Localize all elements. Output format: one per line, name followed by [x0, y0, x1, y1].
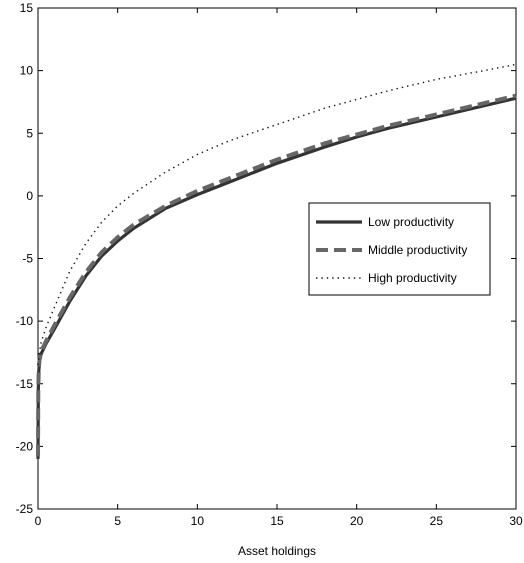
legend-items: Low productivity Middle productivity High …: [316, 215, 467, 285]
y-tick-label: -20: [16, 439, 34, 453]
x-axis-label: Asset holdings: [238, 544, 316, 558]
legend: Low productivity Middle productivity High …: [308, 202, 491, 296]
x-tick-label: 10: [191, 514, 205, 528]
series-line-middle-productivity: [36, 93, 517, 457]
legend-label: Middle productivity: [368, 243, 467, 257]
x-tick-label: 15: [270, 514, 284, 528]
y-tick-label: 0: [26, 189, 33, 203]
ticks: 0 5 10 15 20 25 30 -25 -20 -15 -10 -5 0 5 10 15: [16, 1, 523, 528]
y-tick-label: -15: [16, 377, 34, 391]
x-tick-label: 5: [114, 514, 121, 528]
x-tick-label: 20: [350, 514, 364, 528]
series-layer: [36, 63, 517, 459]
y-tick-label: 15: [20, 1, 34, 15]
y-tick-label: 5: [26, 126, 33, 140]
x-tick-label: 30: [509, 514, 523, 528]
x-tick-label: 25: [430, 514, 444, 528]
y-tick-label: -10: [16, 314, 34, 328]
x-tick-label: 0: [35, 514, 42, 528]
legend-label: High productivity: [368, 271, 457, 285]
y-tick-label: -25: [16, 502, 34, 516]
legend-label: Low productivity: [368, 215, 454, 229]
y-tick-label: 10: [20, 64, 34, 78]
y-tick-label: -5: [22, 252, 33, 266]
